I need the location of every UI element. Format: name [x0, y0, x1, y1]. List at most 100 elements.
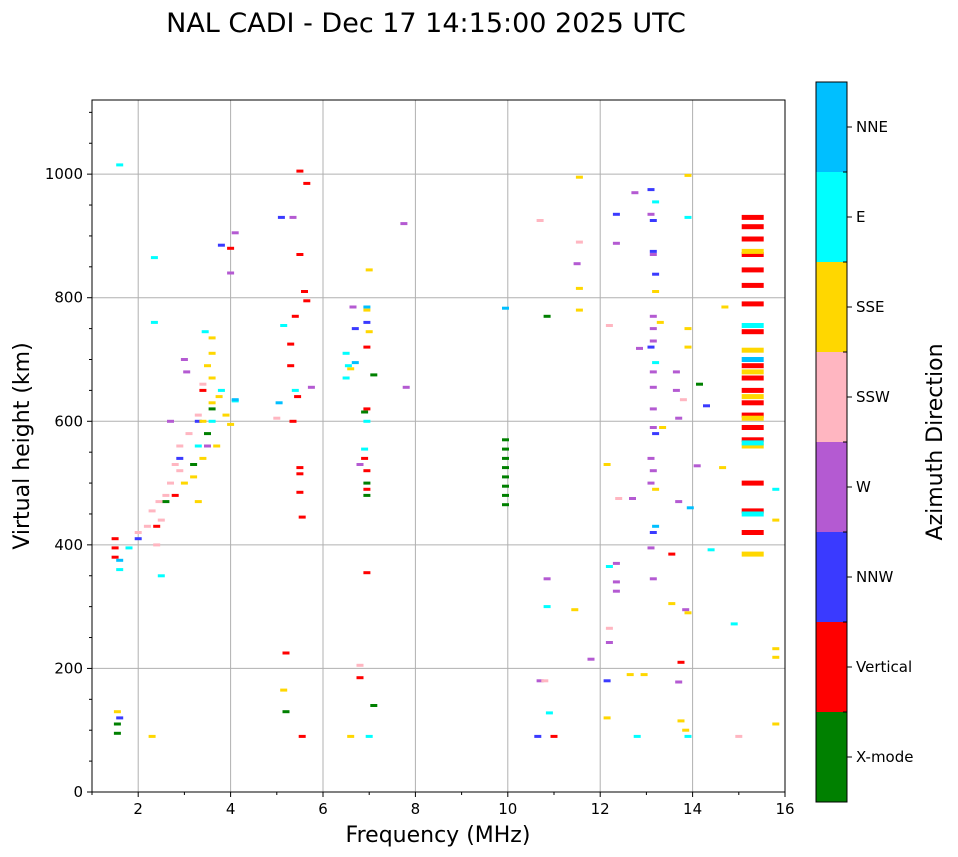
data-point-e [194, 444, 202, 448]
data-point-vertical [741, 375, 764, 381]
data-point-nne [652, 524, 660, 528]
data-point-sse [684, 345, 692, 349]
data-point-ssw [153, 543, 161, 547]
colorbar-label: X-mode [856, 748, 913, 766]
data-point-e [684, 215, 692, 219]
data-point-ssw [134, 531, 142, 534]
colorbar-segment [816, 262, 847, 352]
data-point-sse [741, 443, 764, 449]
data-point-ssw [194, 413, 202, 417]
data-point-nne [686, 506, 694, 510]
data-point-nnw [649, 531, 657, 534]
data-point-vertical [741, 363, 764, 369]
data-point-sse [227, 422, 235, 426]
data-point-nnw [176, 456, 184, 460]
data-point-e [730, 622, 738, 626]
data-point-w [647, 546, 655, 550]
data-point-w [536, 679, 544, 683]
data-point-w [675, 416, 683, 420]
data-point-vertical [363, 407, 371, 411]
data-point-e [342, 351, 350, 355]
data-point-w [587, 657, 595, 661]
data-point-sse [194, 500, 202, 504]
data-point-vertical [741, 236, 764, 242]
data-point-vertical [111, 555, 119, 559]
data-point-e [707, 548, 715, 552]
plot-frame [91, 99, 786, 793]
data-point-sse [772, 655, 780, 659]
data-point-e [150, 256, 158, 260]
data-point-vertical [741, 387, 764, 393]
data-point-sse [113, 710, 121, 714]
data-point-sse [208, 376, 216, 380]
data-point-w [672, 370, 680, 374]
x-axis-label: Frequency (MHz) [346, 823, 531, 848]
data-point-e [201, 330, 209, 334]
data-point-w [693, 464, 701, 468]
y-tick-label: 400 [54, 536, 83, 554]
colorbar-segment [816, 82, 847, 172]
data-point-e [772, 487, 780, 491]
data-point-w [204, 444, 211, 448]
data-point-vertical [287, 342, 295, 346]
data-point-vertical [741, 508, 764, 514]
data-point-sse [215, 395, 223, 399]
data-point-nnw [363, 320, 371, 324]
data-point-vertical [741, 214, 764, 220]
colorbar-label: W [856, 478, 871, 496]
x-tick-label: 4 [226, 800, 236, 818]
data-point-ssw [605, 324, 613, 327]
data-point-x-mode [113, 731, 121, 735]
data-point-sse [652, 487, 660, 491]
data-point-vertical [361, 456, 369, 460]
data-point-sse [208, 336, 216, 340]
colorbar-label: SSE [856, 298, 885, 316]
data-point-w [649, 339, 657, 343]
colorbar: X-mode Vertical NNW W SSW SSE E NNE [815, 81, 913, 803]
data-point-x-mode [363, 493, 371, 497]
data-point-w [356, 463, 364, 466]
data-point-sse [347, 367, 355, 371]
y-tick-label: 1000 [45, 165, 83, 183]
data-point-ssw [605, 626, 613, 630]
data-point-w [573, 262, 581, 266]
data-point-sse [772, 518, 780, 522]
plot-area: 2 4 6 8 10 12 14 16 0 200 400 600 800 1000 [45, 99, 795, 818]
data-point-e [652, 361, 660, 365]
data-point-sse [180, 481, 188, 485]
data-point-vertical [303, 181, 311, 185]
data-point-e [291, 388, 299, 392]
data-point-nnw [116, 716, 124, 720]
data-point-x-mode [208, 407, 216, 411]
data-point-vertical [741, 400, 764, 406]
x-tick-label: 8 [411, 800, 421, 818]
data-point-sse [719, 466, 727, 470]
data-point-vertical [287, 364, 295, 368]
data-point-vertical [296, 169, 304, 173]
data-point-sse [190, 475, 198, 479]
data-point-ssw [199, 382, 207, 386]
data-point-x-mode [502, 447, 509, 451]
data-point-w [649, 426, 657, 429]
data-point-vertical [668, 552, 676, 556]
data-point-nnw [217, 243, 225, 247]
data-point-sse [571, 608, 579, 612]
data-point-e [545, 711, 553, 715]
data-point-w [400, 222, 408, 226]
data-point-vertical [741, 530, 764, 535]
x-tick-label: 6 [318, 800, 328, 818]
data-point-vertical [111, 546, 119, 550]
colorbar-label: NNE [856, 118, 888, 136]
data-point-sse [741, 415, 764, 421]
data-point-x-mode [363, 481, 371, 485]
data-point-vertical [227, 246, 235, 250]
data-point-ssw [356, 663, 364, 667]
colorbar-segment [816, 352, 847, 442]
colorbar-label: E [856, 208, 865, 226]
data-point-sse [363, 308, 371, 312]
data-point-sse [684, 327, 692, 331]
data-point-sse [668, 602, 676, 606]
data-point-ssw [157, 518, 165, 522]
data-point-w [605, 641, 613, 644]
data-point-sse [365, 330, 373, 334]
